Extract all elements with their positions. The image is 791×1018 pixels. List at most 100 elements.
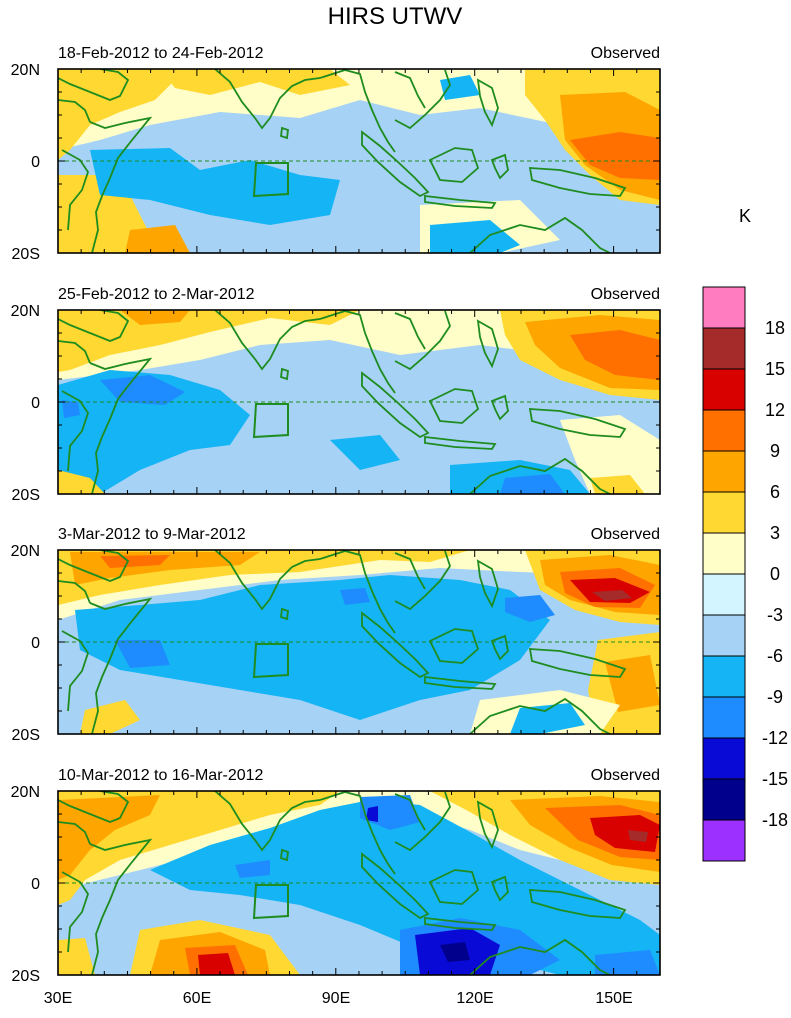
lat-label-20n: 20N: [11, 62, 40, 79]
panel-3-label: Observed: [591, 526, 660, 543]
panel-2-label: Observed: [591, 286, 660, 303]
coastline-segment: [476, 78, 499, 128]
coastline-segment: [476, 800, 499, 850]
panel-4-label: Observed: [591, 767, 660, 784]
coastline-segment: [428, 388, 480, 424]
coastline-segment: [394, 550, 451, 611]
colorbar-box: [702, 655, 746, 698]
coastline-segment: [319, 69, 396, 153]
colorbar-labels: 18 15 12 9 6 3 0 -3 -6 -9 -12 -15 -18: [762, 318, 788, 830]
lon-label-30e: 30E: [44, 990, 72, 1007]
coastline-segment: [469, 457, 611, 494]
coastline-segment: [394, 69, 451, 130]
coastline-segment: [394, 310, 451, 371]
panel-1-lat-labels: 20N 0 20S: [11, 62, 40, 263]
coastline-segment: [528, 648, 627, 678]
map-panel-1: 18-Feb-2012 to 24-Feb-2012 Observed 20N …: [11, 45, 661, 263]
coastline-segment: [476, 559, 499, 609]
coastline-segment: [476, 319, 499, 369]
colorbar-box: [702, 532, 746, 575]
coastline-segment: [428, 628, 480, 664]
lat-label-20s: 20S: [12, 968, 40, 985]
coastline-segment: [58, 99, 91, 123]
colorbar-level-label: 12: [765, 400, 785, 420]
colorbar-level-label: -9: [767, 687, 783, 707]
colorbar-level-label: -18: [762, 810, 788, 830]
coastline-segment: [428, 869, 480, 905]
coastline-segment: [469, 216, 611, 253]
coastline-segment: [280, 607, 289, 621]
coastline-segment: [214, 310, 321, 371]
axis-ticks: [57, 68, 661, 976]
coastline-segment: [490, 634, 509, 661]
colorbar-boxes: [702, 286, 746, 862]
panel-2-lat-labels: 20N 0 20S: [11, 303, 40, 504]
panel-4-date-range: 10-Mar-2012 to 16-Mar-2012: [58, 767, 264, 784]
lat-label-20s: 20S: [12, 487, 40, 504]
panel-3-date-range: 3-Mar-2012 to 9-Mar-2012: [58, 526, 246, 543]
colorbar-level-label: 15: [765, 359, 785, 379]
lat-label-20s: 20S: [12, 727, 40, 744]
coastline-segment: [394, 71, 426, 109]
coastline-segment: [361, 371, 430, 439]
map-panel-3: 3-Mar-2012 to 9-Mar-2012 Observed 20N 0 …: [11, 526, 661, 744]
lon-label-150e: 150E: [595, 990, 632, 1007]
coastline-segment: [61, 390, 89, 472]
coastline-segment: [361, 852, 430, 920]
lon-label-120e: 120E: [456, 990, 493, 1007]
coastline-segment: [89, 357, 153, 494]
coastline-segment: [319, 791, 396, 875]
coastline-segment: [89, 838, 153, 975]
colorbar-box: [702, 778, 746, 821]
coastline-segment: [58, 550, 130, 582]
coastline-segment: [424, 916, 497, 931]
coastline-segment: [424, 435, 497, 450]
colorbar-level-label: 9: [770, 441, 780, 461]
panel-3-lat-labels: 20N 0 20S: [11, 543, 40, 744]
colorbar-box: [702, 819, 746, 862]
coastline-segment: [214, 550, 321, 611]
colorbar-unit: K: [739, 206, 751, 226]
coastline-segment: [280, 367, 289, 381]
colorbar: K 18 15 12 9 6 3 0 -3 -6 -9 -12 -15 -18: [702, 206, 788, 862]
coastline-segment: [528, 889, 627, 919]
colorbar-level-label: -12: [762, 728, 788, 748]
map-panel-4-field: [58, 791, 660, 975]
coastline-segment: [58, 69, 130, 101]
lat-label-0: 0: [31, 635, 40, 652]
lat-label-0: 0: [31, 395, 40, 412]
colorbar-level-label: 0: [770, 564, 780, 584]
lon-label-60e: 60E: [183, 990, 211, 1007]
coastline-segment: [490, 394, 509, 421]
coastline-segment: [469, 938, 611, 975]
coastline-segment: [58, 821, 91, 845]
map-panel-4: 10-Mar-2012 to 16-Mar-2012 Observed 20N …: [11, 767, 661, 985]
colorbar-box: [702, 409, 746, 452]
lat-label-0: 0: [31, 876, 40, 893]
colorbar-box: [702, 737, 746, 780]
lat-label-20s: 20S: [12, 246, 40, 263]
lat-label-20n: 20N: [11, 303, 40, 320]
coastline-segment: [89, 597, 153, 734]
colorbar-level-label: -6: [767, 646, 783, 666]
panel-2-date-range: 25-Feb-2012 to 2-Mar-2012: [58, 286, 255, 303]
panel-4-lat-labels: 20N 0 20S: [11, 784, 40, 985]
colorbar-box: [702, 696, 746, 739]
panel-1-label: Observed: [591, 45, 660, 62]
coastline-segment: [280, 848, 289, 862]
map-panel-2: 25-Feb-2012 to 2-Mar-2012 Observed 20N 0…: [11, 286, 661, 504]
colorbar-level-label: -15: [762, 769, 788, 789]
lat-label-0: 0: [31, 154, 40, 171]
colorbar-level-label: 6: [770, 482, 780, 502]
colorbar-box: [702, 450, 746, 493]
coastline-segment: [469, 697, 611, 734]
coastline-segment: [214, 791, 321, 852]
coastline-segment: [394, 793, 426, 831]
colorbar-box: [702, 491, 746, 534]
coastline-segment: [319, 550, 396, 634]
lon-axis-labels: 30E 60E 90E 120E 150E: [44, 990, 633, 1007]
coastline-segment: [58, 340, 91, 364]
colorbar-box: [702, 614, 746, 657]
colorbar-box: [702, 573, 746, 616]
coastline-segment: [490, 153, 509, 180]
